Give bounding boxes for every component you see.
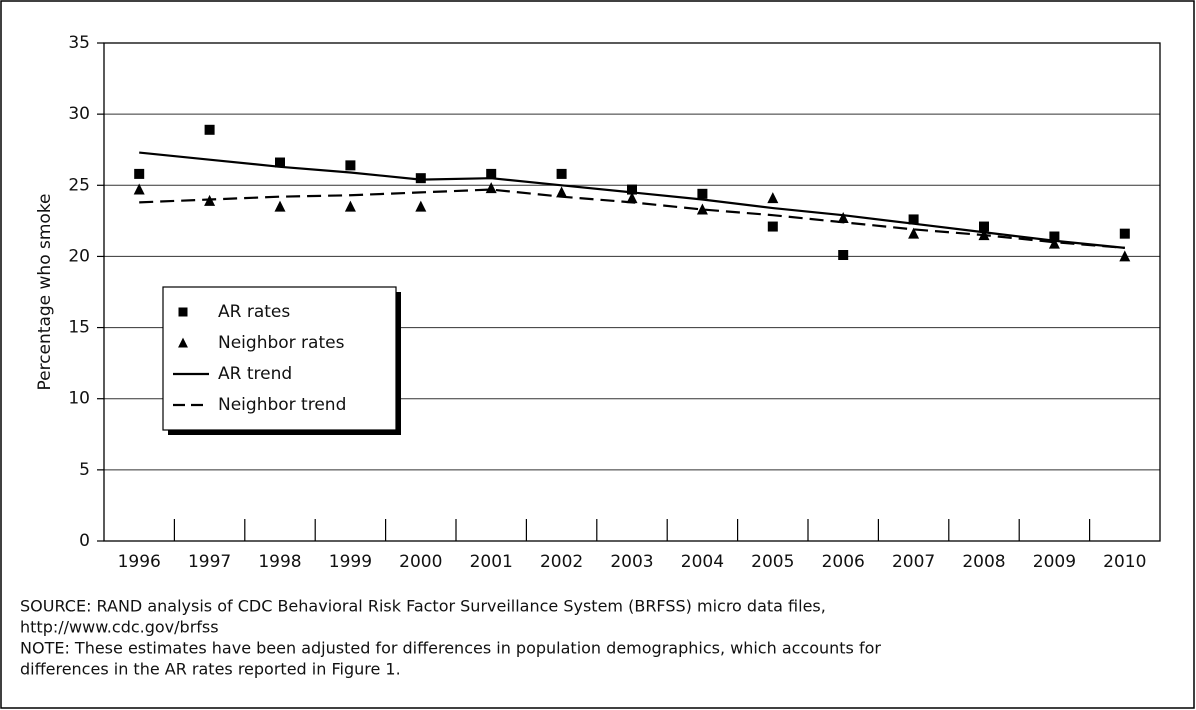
point xyxy=(767,192,779,204)
point xyxy=(556,168,567,179)
point xyxy=(415,200,427,212)
point xyxy=(696,203,708,215)
y-tick-label: 15 xyxy=(68,318,90,338)
x-tick-label: 1996 xyxy=(118,552,161,572)
x-tick-label: 2003 xyxy=(610,552,653,572)
note: http://www.cdc.gov/brfss xyxy=(20,618,219,637)
point xyxy=(908,214,919,225)
x-tick-label: 2007 xyxy=(892,552,935,572)
point xyxy=(1119,250,1131,262)
point xyxy=(767,221,778,232)
point xyxy=(344,200,356,212)
point xyxy=(133,183,145,195)
point xyxy=(178,337,188,348)
x-tick-label: 2005 xyxy=(751,552,794,572)
y-axis-label: Percentage who smoke xyxy=(35,193,55,390)
y-tick-label: 5 xyxy=(79,460,90,480)
plot-border xyxy=(103,42,1161,542)
point xyxy=(627,184,637,195)
x-tick-label: 1997 xyxy=(188,552,231,572)
x-tick-label: 1999 xyxy=(329,552,372,572)
point xyxy=(1048,237,1060,249)
trend-line xyxy=(139,151,1125,249)
x-tick-label: 2002 xyxy=(540,552,583,572)
legend-label: AR trend xyxy=(218,364,292,384)
x-tick-label: 2004 xyxy=(681,552,724,572)
x-tick-label: 2010 xyxy=(1103,552,1146,572)
x-tick-label: 2009 xyxy=(1033,552,1076,572)
x-tick-label: 1998 xyxy=(258,552,301,572)
y-tick-label: 10 xyxy=(68,389,90,409)
y-tick-label: 0 xyxy=(79,531,90,551)
point xyxy=(178,307,188,317)
legend-label: Neighbor trend xyxy=(218,395,346,415)
x-tick-label: 2000 xyxy=(399,552,442,572)
point xyxy=(415,173,426,184)
note: NOTE: These estimates have been adjusted… xyxy=(20,639,881,658)
point xyxy=(204,124,215,135)
point xyxy=(626,192,638,204)
point xyxy=(556,186,568,198)
trend-line xyxy=(139,188,1125,249)
point xyxy=(979,221,989,232)
point xyxy=(345,160,356,171)
point xyxy=(1119,228,1130,239)
note: SOURCE: RAND analysis of CDC Behavioral … xyxy=(20,597,826,616)
point xyxy=(838,250,849,261)
legend-label: Neighbor rates xyxy=(218,333,345,353)
legend-label: AR rates xyxy=(218,302,290,322)
point xyxy=(485,182,497,194)
y-tick-label: 30 xyxy=(68,104,90,124)
y-tick-label: 35 xyxy=(68,33,90,53)
y-tick-label: 25 xyxy=(68,175,90,195)
point xyxy=(134,168,145,179)
point xyxy=(908,227,920,239)
note: differences in the AR rates reported in … xyxy=(20,660,401,679)
x-tick-label: 2001 xyxy=(470,552,513,572)
point xyxy=(1049,231,1060,242)
legend xyxy=(162,286,397,431)
point xyxy=(697,188,708,199)
point xyxy=(486,168,497,179)
y-tick-label: 20 xyxy=(68,246,90,266)
x-tick-label: 2008 xyxy=(962,552,1005,572)
point xyxy=(274,200,286,212)
x-tick-label: 2006 xyxy=(822,552,865,572)
point xyxy=(837,212,849,224)
point xyxy=(275,157,285,168)
